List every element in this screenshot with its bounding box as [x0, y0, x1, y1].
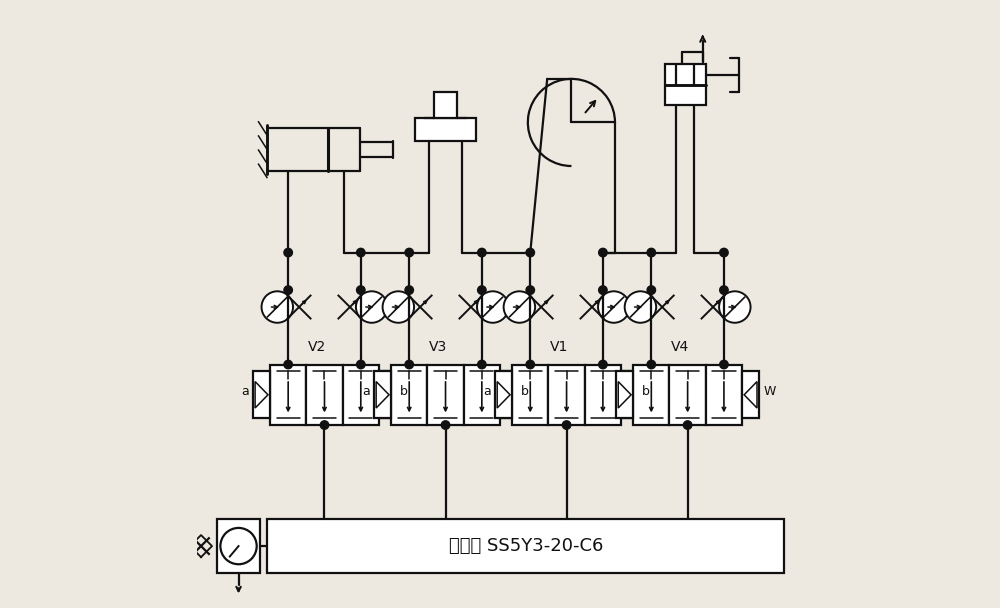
- Circle shape: [357, 248, 365, 257]
- Circle shape: [562, 421, 571, 429]
- Circle shape: [625, 291, 656, 323]
- Circle shape: [405, 248, 413, 257]
- Bar: [500, 371, 517, 418]
- Bar: [343, 365, 379, 425]
- Bar: [434, 92, 457, 117]
- Text: a: a: [362, 385, 370, 398]
- Bar: [374, 371, 391, 418]
- Bar: [548, 365, 585, 425]
- Circle shape: [720, 286, 728, 294]
- Bar: [621, 371, 638, 418]
- Circle shape: [357, 361, 365, 369]
- Bar: [379, 371, 396, 418]
- Circle shape: [478, 286, 486, 294]
- Circle shape: [284, 286, 292, 294]
- Circle shape: [477, 291, 508, 323]
- Circle shape: [478, 248, 486, 257]
- Text: b: b: [642, 385, 650, 398]
- Circle shape: [683, 421, 692, 429]
- Circle shape: [599, 361, 607, 369]
- Text: a: a: [241, 385, 249, 398]
- Text: a: a: [483, 385, 491, 398]
- Circle shape: [284, 248, 292, 257]
- Circle shape: [504, 291, 535, 323]
- Bar: [391, 365, 427, 425]
- Text: V4: V4: [671, 340, 689, 354]
- Circle shape: [526, 361, 534, 369]
- Bar: [512, 365, 548, 425]
- Text: b: b: [400, 385, 408, 398]
- Circle shape: [220, 528, 257, 564]
- Circle shape: [526, 286, 534, 294]
- Text: V1: V1: [550, 340, 568, 354]
- Circle shape: [599, 248, 607, 257]
- Circle shape: [405, 286, 413, 294]
- Circle shape: [720, 248, 728, 257]
- Bar: [270, 365, 306, 425]
- Circle shape: [647, 248, 656, 257]
- Circle shape: [598, 291, 630, 323]
- Circle shape: [262, 291, 293, 323]
- Text: 汇流板 SS5Y3-20-C6: 汇流板 SS5Y3-20-C6: [449, 537, 603, 555]
- Bar: [706, 365, 742, 425]
- Circle shape: [720, 361, 728, 369]
- Bar: [217, 519, 260, 573]
- Text: b: b: [521, 385, 529, 398]
- Circle shape: [383, 291, 414, 323]
- Circle shape: [526, 248, 534, 257]
- Circle shape: [320, 421, 329, 429]
- Bar: [306, 365, 343, 425]
- Bar: [427, 365, 464, 425]
- Circle shape: [719, 291, 751, 323]
- Circle shape: [441, 421, 450, 429]
- Circle shape: [478, 361, 486, 369]
- Circle shape: [647, 286, 656, 294]
- Bar: [415, 117, 476, 140]
- Bar: [495, 371, 512, 418]
- Bar: [267, 519, 784, 573]
- Circle shape: [599, 286, 607, 294]
- Bar: [253, 371, 270, 418]
- Bar: [742, 371, 759, 418]
- Bar: [633, 365, 669, 425]
- Circle shape: [356, 291, 387, 323]
- Text: V2: V2: [308, 340, 326, 354]
- Circle shape: [405, 361, 413, 369]
- Bar: [665, 64, 706, 105]
- Bar: [464, 365, 500, 425]
- Circle shape: [284, 361, 292, 369]
- Circle shape: [647, 361, 656, 369]
- Bar: [669, 365, 706, 425]
- Circle shape: [357, 286, 365, 294]
- Bar: [585, 365, 621, 425]
- Text: W: W: [763, 385, 776, 398]
- Text: V3: V3: [429, 340, 447, 354]
- Bar: [616, 371, 633, 418]
